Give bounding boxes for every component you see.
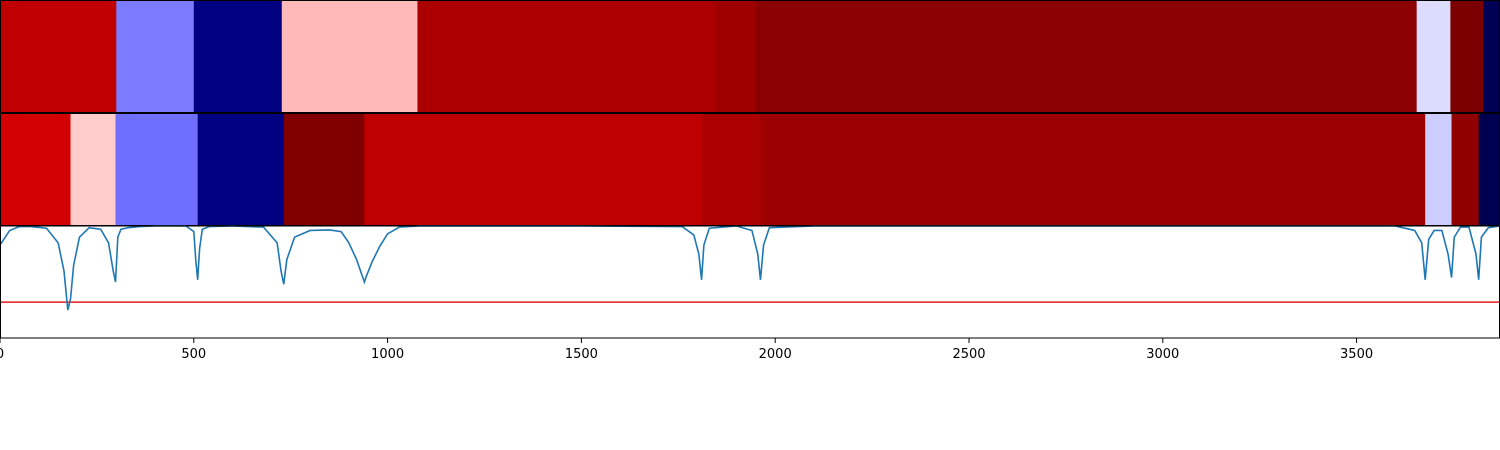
band-middle-segment-6 — [702, 113, 762, 226]
line-panel-frame — [0, 225, 1500, 339]
band-middle-segment-9 — [1451, 113, 1480, 226]
line-plot-panel — [0, 225, 1500, 311]
band-top-segment-1 — [116, 0, 195, 113]
x-axis: 0 500 1000 1500 2000 2500 3000 3500 — [0, 338, 1373, 362]
x-tick-label-1500: 1500 — [565, 347, 598, 362]
x-tick-label-500: 500 — [181, 347, 206, 362]
x-tick-label-0: 0 — [0, 347, 4, 362]
band-middle-segment-3 — [197, 113, 285, 226]
band-top-segment-9 — [1483, 0, 1500, 113]
band-middle-segment-7 — [760, 113, 1426, 226]
band-middle-segment-0 — [0, 113, 72, 226]
band-middle-segment-4 — [283, 113, 365, 226]
band-middle-segment-2 — [115, 113, 199, 226]
band-middle-segment-1 — [70, 113, 117, 226]
band-middle-segment-8 — [1425, 113, 1453, 226]
x-tick-label-3500: 3500 — [1340, 347, 1373, 362]
band-top-segment-7 — [1416, 0, 1451, 113]
spectrum-series-line — [0, 225, 1500, 311]
heatmap-band-middle — [0, 113, 1500, 226]
x-tick-label-3000: 3000 — [1146, 347, 1179, 362]
band-top-segment-8 — [1450, 0, 1484, 113]
band-middle-segment-10 — [1478, 113, 1500, 226]
x-tick-label-2000: 2000 — [759, 347, 792, 362]
band-top-segment-6 — [755, 0, 1418, 113]
x-tick-label-2500: 2500 — [952, 347, 985, 362]
band-top-segment-3 — [281, 0, 419, 113]
band-top-segment-4 — [417, 0, 716, 113]
x-tick-label-1000: 1000 — [371, 347, 404, 362]
heatmap-band-top — [0, 0, 1500, 113]
band-middle-segment-5 — [364, 113, 703, 226]
band-top-segment-5 — [715, 0, 757, 113]
band-top-segment-0 — [0, 0, 117, 113]
band-top-segment-2 — [193, 0, 283, 113]
